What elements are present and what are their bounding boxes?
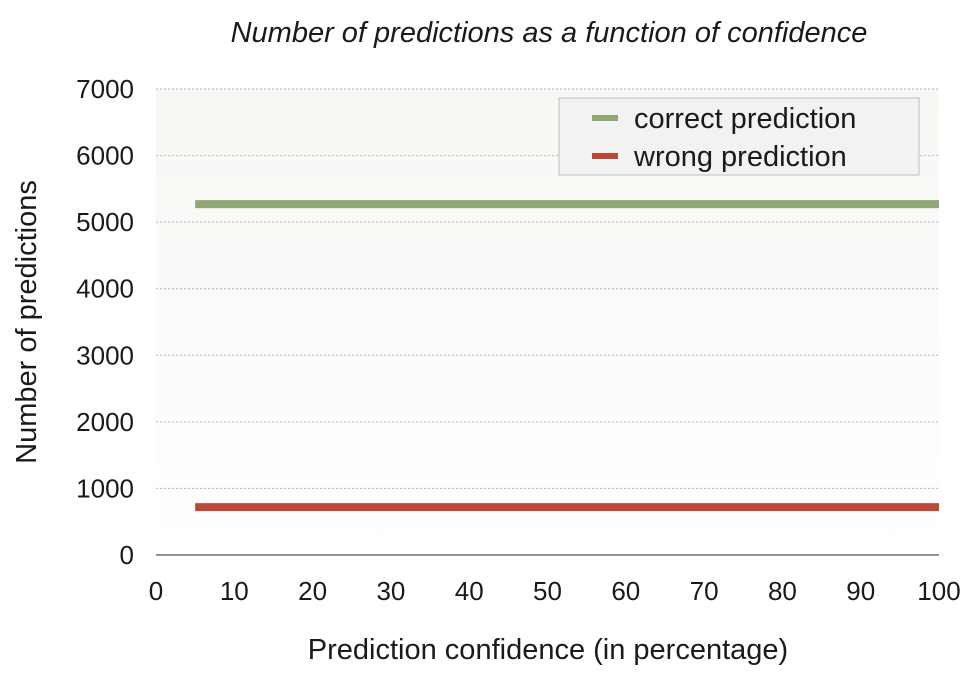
legend-items: correct prediction wrong prediction [592,103,856,173]
y-axis-label: Number of predictions [11,180,43,464]
x-tick-label: 10 [220,576,249,606]
x-axis-label: Prediction confidence (in percentage) [308,634,788,666]
legend: correct prediction wrong prediction [558,97,920,176]
y-axis-ticks: 0 1000 2000 3000 4000 5000 6000 7000 [76,74,134,570]
x-tick-label: 50 [533,576,562,606]
y-tick-label: 3000 [76,340,134,370]
x-tick-label: 20 [298,576,327,606]
legend-label-1: wrong prediction [633,141,847,173]
x-tick-label: 80 [768,576,797,606]
y-tick-label: 0 [120,540,134,570]
x-tick-label: 70 [690,576,719,606]
y-tick-label: 5000 [76,207,134,237]
legend-label-0: correct prediction [634,103,856,135]
x-tick-label: 0 [149,576,163,606]
series-lines [195,200,939,512]
x-tick-label: 100 [917,576,960,606]
y-tick-label: 2000 [76,407,134,437]
x-tick-label: 60 [611,576,640,606]
legend-box [558,97,920,176]
y-tick-label: 1000 [76,473,134,503]
y-tick-label: 7000 [76,74,134,104]
y-tick-label: 4000 [76,274,134,304]
x-tick-label: 40 [455,576,484,606]
x-axis-ticks: 0 10 20 30 40 50 60 70 80 90 100 [149,576,961,606]
x-tick-label: 90 [846,576,875,606]
y-tick-label: 6000 [76,141,134,171]
x-tick-label: 30 [376,576,405,606]
chart-title: Number of predictions as a function of c… [231,17,868,49]
